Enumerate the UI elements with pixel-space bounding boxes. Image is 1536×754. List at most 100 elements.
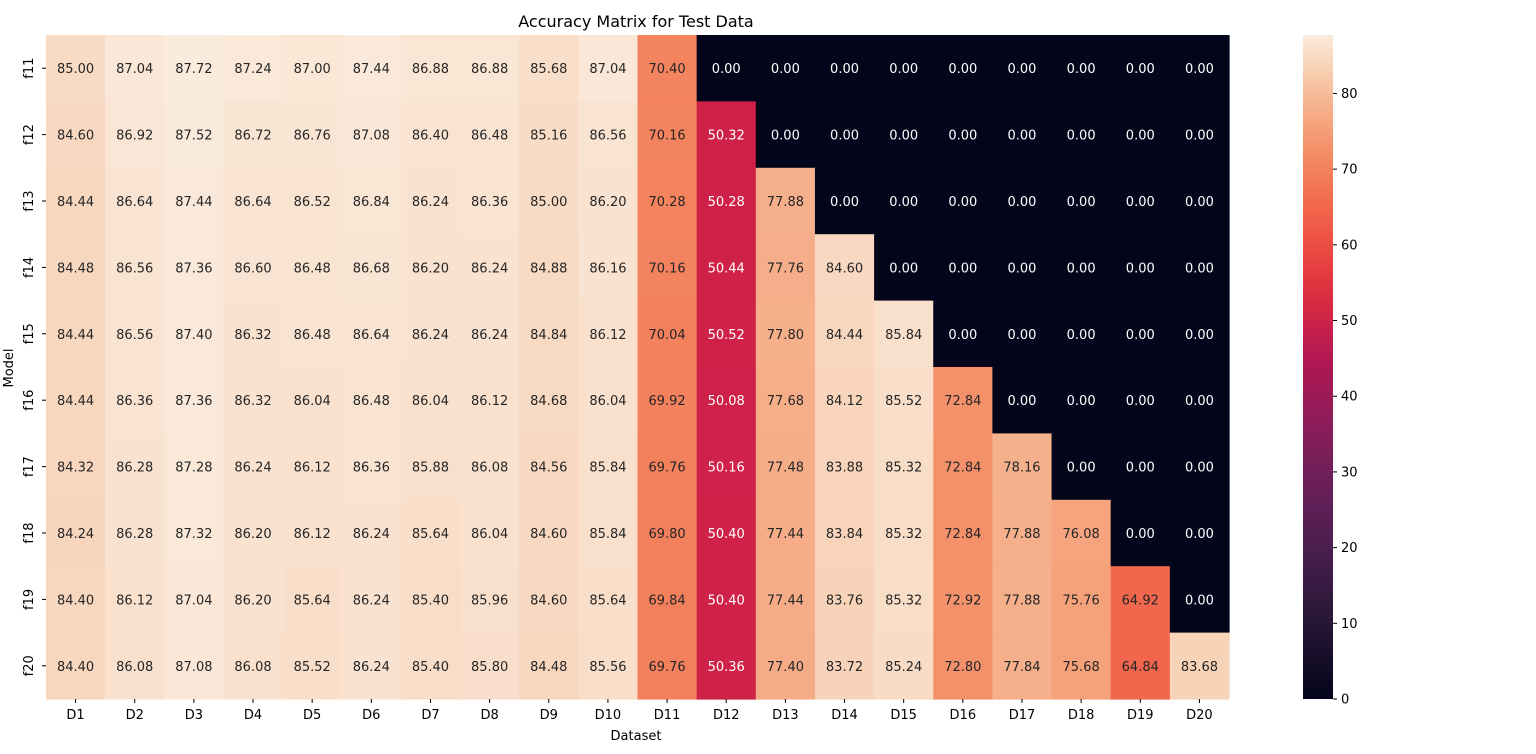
y-tick-label: f20: [22, 655, 37, 676]
cell-value-label: 86.24: [353, 660, 390, 675]
cell-value-label: 0.00: [1067, 328, 1096, 343]
cell-value-label: 86.56: [116, 328, 153, 343]
heatmap-cell: [1169, 433, 1230, 501]
heatmap-cell: [814, 499, 875, 567]
heatmap-cell: [578, 433, 639, 501]
heatmap-cell: [992, 632, 1053, 700]
cell-value-label: 87.04: [175, 593, 212, 608]
x-tick-label: D2: [126, 708, 144, 723]
heatmap-cell: [460, 566, 520, 634]
heatmap-cell: [696, 167, 757, 235]
cell-value-label: 86.24: [353, 527, 390, 542]
heatmap-cell: [992, 566, 1053, 634]
heatmap-cell: [46, 167, 106, 235]
heatmap-cell: [874, 167, 934, 235]
heatmap-cell: [46, 499, 106, 567]
cell-value-label: 86.20: [412, 261, 449, 276]
heatmap-cell: [223, 101, 284, 169]
cell-value-label: 86.24: [353, 593, 390, 608]
heatmap-cell: [460, 167, 520, 235]
heatmap-cell: [1051, 433, 1112, 501]
heatmap-cell: [874, 35, 934, 102]
heatmap-cell: [164, 433, 225, 501]
cell-value-label: 0.00: [830, 195, 859, 210]
cell-value-label: 85.24: [885, 660, 922, 675]
cell-value-label: 85.64: [294, 593, 331, 608]
heatmap-cell: [105, 367, 165, 434]
cell-value-label: 84.44: [57, 328, 94, 343]
cell-value-label: 85.40: [412, 660, 449, 675]
cell-value-label: 84.60: [826, 261, 863, 276]
heatmap-cell: [874, 300, 934, 368]
heatmap-cell: [400, 167, 461, 235]
heatmap-cell: [46, 433, 106, 501]
cell-value-label: 50.40: [708, 527, 745, 542]
cell-value-label: 86.88: [471, 62, 508, 77]
cell-value-label: 86.24: [412, 195, 449, 210]
heatmap-cell: [1051, 367, 1112, 434]
cell-value-label: 85.64: [589, 593, 626, 608]
cell-value-label: 50.44: [708, 261, 745, 276]
heatmap-cell: [1051, 234, 1112, 302]
cell-value-label: 77.80: [767, 328, 804, 343]
heatmap-cell: [755, 300, 816, 368]
heatmap-cell: [282, 35, 343, 102]
cell-value-label: 86.24: [471, 261, 508, 276]
cell-value-label: 72.84: [944, 527, 981, 542]
heatmap-cell: [460, 433, 520, 501]
heatmap-cell: [1051, 566, 1112, 634]
cell-value-label: 83.68: [1181, 660, 1218, 675]
heatmap-cell: [933, 499, 993, 567]
cell-value-label: 0.00: [1067, 129, 1096, 144]
x-tick-label: D11: [654, 708, 681, 723]
cell-value-label: 84.60: [57, 129, 94, 144]
x-tick-label: D6: [362, 708, 380, 723]
heatmap-cell: [874, 632, 934, 700]
cell-value-label: 86.48: [294, 261, 331, 276]
heatmap-cell: [1169, 632, 1230, 700]
cell-value-label: 0.00: [1185, 62, 1214, 77]
cell-value-label: 70.16: [648, 261, 685, 276]
cell-value-label: 86.24: [234, 461, 271, 476]
heatmap-cell: [282, 167, 343, 235]
heatmap-cell: [696, 566, 757, 634]
cell-value-label: 84.40: [57, 660, 94, 675]
heatmap-cell: [1169, 35, 1230, 102]
cell-value-label: 70.04: [648, 328, 685, 343]
heatmap-cell: [1169, 566, 1230, 634]
cell-value-label: 87.52: [175, 129, 212, 144]
cell-value-label: 87.00: [294, 62, 331, 77]
heatmap-cell: [105, 499, 165, 567]
cell-value-label: 0.00: [712, 62, 741, 77]
heatmap-cell: [578, 234, 639, 302]
heatmap-cell: [933, 167, 993, 235]
x-tick-label: D13: [772, 708, 799, 723]
cell-value-label: 86.88: [412, 62, 449, 77]
heatmap-cell: [46, 35, 106, 102]
heatmap-cell: [105, 101, 165, 169]
cell-value-label: 0.00: [1126, 195, 1155, 210]
heatmap-cell: [814, 35, 875, 102]
y-axis-ticks: f11 f12 f13 f14 f15 f16 f17 f18 f19 f20: [22, 58, 46, 676]
x-tick-label: D7: [421, 708, 439, 723]
heatmap-cell: [874, 433, 934, 501]
cell-value-label: 86.04: [294, 394, 331, 409]
cell-value-label: 0.00: [889, 195, 918, 210]
cell-value-label: 86.76: [294, 129, 331, 144]
cell-value-label: 86.36: [353, 461, 390, 476]
cell-value-label: 70.16: [648, 129, 685, 144]
cell-value-label: 50.52: [708, 328, 745, 343]
cell-value-label: 86.28: [116, 527, 153, 542]
heatmap-cell: [519, 499, 579, 567]
heatmap-cell: [1169, 367, 1230, 434]
heatmap-cell: [400, 101, 461, 169]
heatmap-cell: [992, 167, 1053, 235]
heatmap-cell: [223, 35, 284, 102]
heatmap-cell: [992, 367, 1053, 434]
heatmap-cell: [1169, 167, 1230, 235]
heatmap-cell: [578, 367, 639, 434]
heatmap-cell: [519, 300, 579, 368]
chart-title-text: Accuracy Matrix for Test Data: [518, 12, 753, 31]
cell-value-label: 84.44: [57, 195, 94, 210]
cell-value-label: 69.92: [648, 394, 685, 409]
